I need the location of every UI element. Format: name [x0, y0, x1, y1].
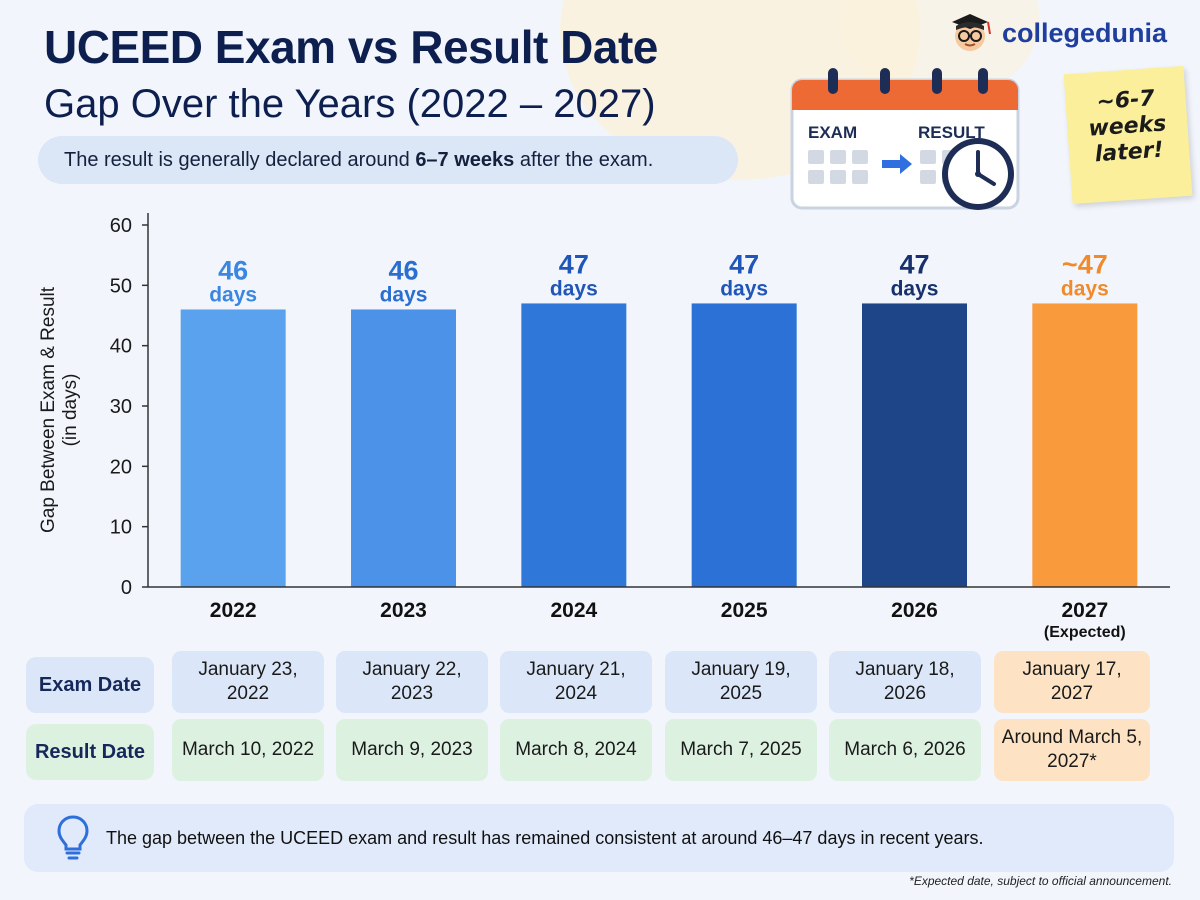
exam-date-cell: January 18, 2026: [829, 651, 981, 713]
bar-value-label: 47: [559, 249, 589, 279]
y-tick-label: 60: [110, 215, 132, 237]
bar-2023: [351, 309, 456, 587]
bar-chart: 0 10 20 30 40 50 60 2022 2023 2024 2025 2026 2027 (E…: [38, 213, 1170, 641]
summary-text: The result is generally declared around: [64, 149, 416, 171]
mascot-icon: [952, 14, 991, 51]
bar-value-label: 46: [218, 255, 248, 285]
exam-date-cell: January 17, 2027: [994, 651, 1150, 713]
bar-unit-label: days: [380, 283, 428, 306]
bar-unit-label: days: [1061, 277, 1109, 300]
y-axis-label-line: (in days): [60, 374, 81, 447]
x-tick-label: 2024: [550, 599, 597, 622]
result-date-row-label: Result Date: [26, 724, 154, 780]
y-tick-label: 20: [110, 456, 132, 478]
bar-value-label: 47: [729, 249, 759, 279]
bar-unit-label: days: [720, 277, 768, 300]
exam-date-cell: January 21, 2024: [500, 651, 652, 713]
bar-2025: [691, 303, 797, 587]
bar-unit-label: days: [550, 277, 598, 300]
result-date-cell: March 10, 2022: [172, 719, 324, 781]
bar-2027: [1032, 303, 1138, 587]
y-tick-label: 50: [110, 275, 132, 297]
bar-2026: [862, 303, 967, 587]
y-tick-label: 40: [110, 336, 132, 358]
bar-value-label: 47: [899, 249, 929, 279]
bar-2022: [180, 309, 286, 587]
x-tick-label: 2027: [1061, 599, 1108, 622]
y-axis-label-line: Gap Between Exam & Result: [38, 286, 59, 533]
calendar-exam-label: EXAM: [808, 123, 857, 142]
x-tick-label: 2023: [380, 599, 427, 622]
calendar-illustration: EXAM RESULT: [788, 66, 1028, 216]
summary-text-end: after the exam.: [514, 149, 654, 171]
exam-date-cell: January 19, 2025: [665, 651, 817, 713]
result-date-cell: March 7, 2025: [665, 719, 817, 781]
result-date-cell: Around March 5, 2027*: [994, 719, 1150, 781]
calendar-icon: EXAM RESULT: [790, 68, 1020, 210]
x-tick-label: 2026: [891, 599, 938, 622]
page-title: UCEED Exam vs Result Date: [44, 21, 658, 73]
exam-date-row-label: Exam Date: [26, 657, 154, 713]
bar-2024: [521, 303, 627, 587]
bar-unit-label: days: [209, 283, 257, 306]
x-tick-label: 2025: [721, 599, 768, 622]
footnote: *Expected date, subject to official anno…: [909, 874, 1172, 888]
result-date-cell: March 8, 2024: [500, 719, 652, 781]
summary-banner: The result is generally declared around …: [38, 136, 738, 184]
info-note: The gap between the UCEED exam and resul…: [24, 804, 1174, 872]
exam-date-cell: January 23, 2022: [172, 651, 324, 713]
result-date-cell: March 6, 2026: [829, 719, 981, 781]
y-tick-label: 10: [110, 517, 132, 539]
sticky-note-text: ~6-7 weeks later!: [1087, 86, 1168, 168]
summary-highlight: 6–7 weeks: [415, 149, 515, 171]
page-subtitle: Gap Over the Years (2022 – 2027): [44, 82, 656, 126]
note-text: The gap between the UCEED exam and resul…: [106, 828, 984, 848]
brand-logo: collegedunia: [946, 8, 1186, 56]
bar-value-label: ~47: [1062, 249, 1108, 279]
result-date-cell: March 9, 2023: [336, 719, 488, 781]
x-tick-sublabel: (Expected): [1044, 624, 1126, 641]
sticky-note: ~6-7 weeks later!: [1063, 65, 1193, 205]
x-tick-label: 2022: [210, 599, 257, 622]
calendar-result-label: RESULT: [918, 123, 985, 142]
brand-name: collegedunia: [1002, 18, 1168, 48]
exam-date-cell: January 22, 2023: [336, 651, 488, 713]
y-tick-label: 0: [121, 577, 132, 599]
bar-value-label: 46: [388, 255, 418, 285]
lightbulb-icon: [57, 815, 89, 860]
y-axis-label: Gap Between Exam & Result(in days): [38, 286, 81, 533]
bar-unit-label: days: [891, 277, 939, 300]
y-tick-label: 30: [110, 396, 132, 418]
arrow-right-icon: [882, 154, 912, 174]
